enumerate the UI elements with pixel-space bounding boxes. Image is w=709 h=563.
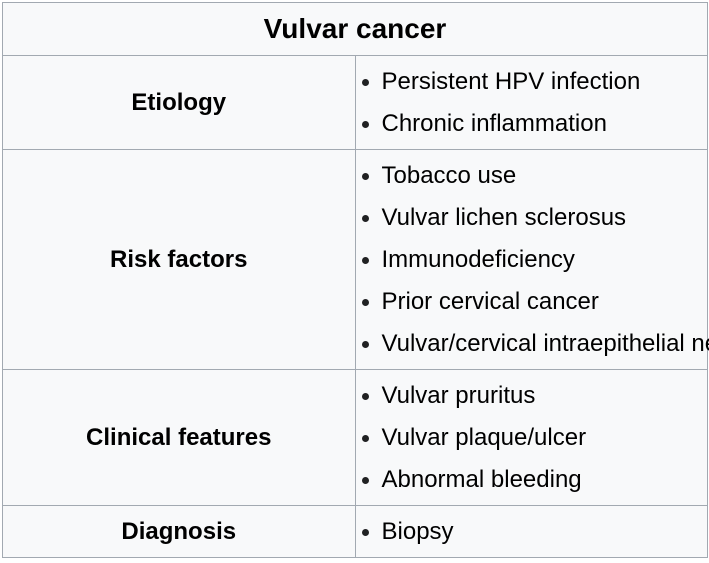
- bullet-icon: [361, 78, 369, 86]
- list-item: Persistent HPV infection: [356, 61, 708, 103]
- row-label-diagnosis: Diagnosis: [2, 505, 356, 558]
- list-item: Vulvar pruritus: [356, 375, 708, 417]
- row-items-etiology: Persistent HPV infection Chronic inflamm…: [354, 55, 708, 150]
- row-items-clinical-features: Vulvar pruritus Vulvar plaque/ulcer Abno…: [354, 369, 708, 506]
- list-item: Prior cervical cancer: [356, 281, 708, 323]
- list-item: Vulvar plaque/ulcer: [356, 417, 708, 459]
- table-title: Vulvar cancer: [2, 2, 708, 56]
- table-row-clinical-features: Clinical features Vulvar pruritus Vulvar…: [2, 369, 708, 506]
- row-items-risk-factors: Tobacco use Vulvar lichen sclerosus Immu…: [354, 149, 709, 370]
- list-item: Abnormal bleeding: [356, 459, 708, 501]
- list-item: Biopsy: [356, 511, 708, 553]
- bullet-icon: [361, 298, 369, 306]
- list-item: Chronic inflammation: [356, 103, 708, 145]
- bullet-icon: [361, 214, 369, 222]
- row-label-etiology: Etiology: [2, 55, 356, 150]
- bullet-icon: [361, 528, 369, 536]
- row-label-clinical-features: Clinical features: [2, 369, 356, 506]
- list-item: Vulvar/cervical intraepithelial neoplasi…: [356, 323, 709, 365]
- list-item: Vulvar lichen sclerosus: [356, 197, 708, 239]
- list-item: Tobacco use: [356, 155, 708, 197]
- bullet-icon: [361, 392, 369, 400]
- list-item: Immunodeficiency: [356, 239, 708, 281]
- table-row-risk-factors: Risk factors Tobacco use Vulvar lichen s…: [2, 149, 709, 370]
- row-items-diagnosis: Biopsy: [354, 505, 708, 558]
- bullet-icon: [361, 476, 369, 484]
- table-row-etiology: Etiology Persistent HPV infection Chroni…: [2, 55, 708, 150]
- bullet-icon: [361, 256, 369, 264]
- bullet-icon: [361, 340, 369, 348]
- bullet-icon: [361, 172, 369, 180]
- bullet-icon: [361, 434, 369, 442]
- table-row-diagnosis: Diagnosis Biopsy: [2, 505, 708, 558]
- bullet-icon: [361, 120, 369, 128]
- row-label-risk-factors: Risk factors: [2, 149, 356, 370]
